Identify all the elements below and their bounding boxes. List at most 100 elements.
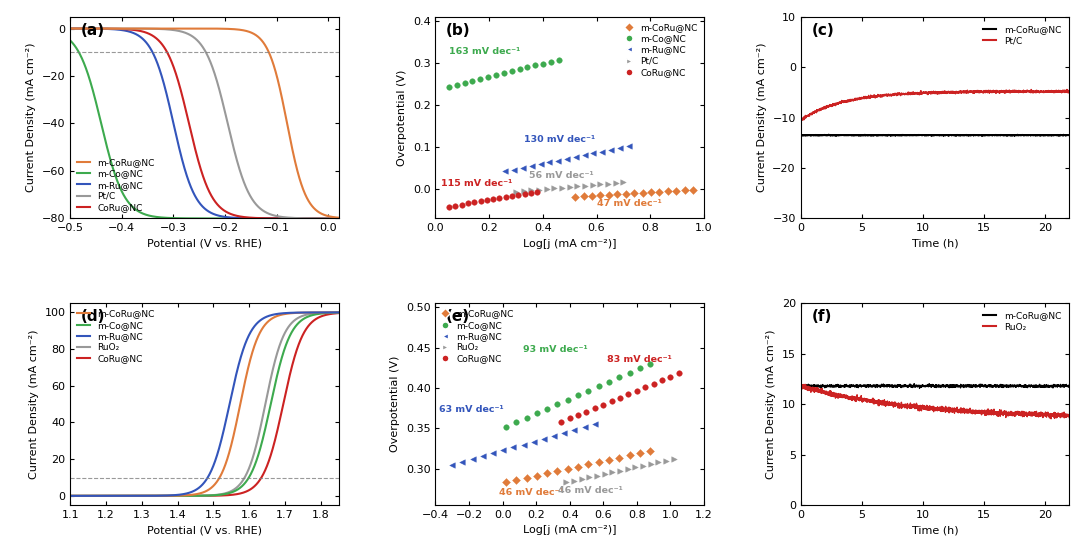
- Point: [595, 400, 612, 409]
- Point: [619, 465, 636, 473]
- X-axis label: Potential (V vs. RHE): Potential (V vs. RHE): [147, 239, 262, 249]
- Text: 83 mV dec⁻¹: 83 mV dec⁻¹: [607, 355, 672, 364]
- m-Ru@NC: [187, 190, 200, 196]
- Y-axis label: Overpotential (V): Overpotential (V): [397, 69, 407, 166]
- Point: [559, 465, 577, 473]
- m-Co@NC: [324, 215, 337, 222]
- Point: [472, 197, 489, 206]
- X-axis label: Log[j (mA cm⁻²)]: Log[j (mA cm⁻²)]: [523, 239, 617, 249]
- Point: [590, 458, 607, 467]
- Point: [444, 460, 461, 469]
- Y-axis label: Current Density (mA cm⁻²): Current Density (mA cm⁻²): [26, 43, 37, 193]
- Point: [515, 186, 532, 195]
- Point: [621, 451, 638, 460]
- Point: [659, 187, 676, 196]
- Point: [528, 471, 545, 480]
- Point: [642, 447, 659, 456]
- Point: [629, 386, 646, 395]
- Pt/C: [194, 41, 207, 48]
- Point: [607, 179, 624, 188]
- Point: [508, 187, 525, 196]
- Text: 63 mV dec⁻¹: 63 mV dec⁻¹: [438, 405, 503, 414]
- Text: 115 mV dec⁻¹: 115 mV dec⁻¹: [441, 179, 512, 188]
- Point: [562, 414, 579, 423]
- Point: [685, 185, 702, 194]
- Point: [528, 409, 545, 418]
- Point: [603, 397, 620, 406]
- Pt/C: [324, 215, 337, 222]
- Point: [645, 380, 662, 388]
- Point: [567, 153, 584, 162]
- Pt/C: [64, 25, 77, 32]
- Point: [559, 395, 577, 404]
- Point: [575, 191, 592, 200]
- Point: [651, 188, 669, 196]
- Point: [539, 469, 556, 478]
- Pt/C: [333, 215, 346, 222]
- Point: [542, 57, 559, 66]
- Point: [600, 456, 618, 465]
- Point: [632, 449, 649, 458]
- Point: [545, 431, 563, 440]
- Point: [480, 73, 497, 82]
- Line: m-Co@NC: m-Co@NC: [70, 41, 339, 219]
- Point: [634, 461, 651, 470]
- Point: [569, 462, 586, 471]
- Point: [576, 423, 593, 432]
- m-CoRu@NC: [275, 93, 288, 100]
- Point: [503, 191, 521, 200]
- Point: [511, 65, 528, 74]
- Legend: m-CoRu@NC, Pt/C: m-CoRu@NC, Pt/C: [980, 21, 1065, 49]
- Point: [504, 443, 522, 452]
- m-Co@NC: [78, 60, 91, 67]
- m-Co@NC: [64, 37, 77, 44]
- m-CoRu@NC: [194, 25, 207, 32]
- Point: [515, 440, 532, 449]
- Point: [617, 189, 634, 198]
- m-Co@NC: [333, 215, 346, 222]
- Point: [556, 428, 573, 437]
- m-Ru@NC: [324, 215, 337, 222]
- Point: [596, 470, 613, 478]
- Point: [459, 199, 476, 208]
- Point: [523, 162, 540, 170]
- Point: [525, 437, 542, 446]
- Point: [497, 193, 514, 201]
- Point: [621, 369, 638, 377]
- Text: (e): (e): [446, 309, 470, 324]
- Point: [518, 63, 536, 72]
- Point: [634, 188, 651, 197]
- Point: [454, 457, 471, 466]
- Y-axis label: Current Density (mA cm⁻²): Current Density (mA cm⁻²): [29, 329, 39, 479]
- Text: (b): (b): [446, 23, 471, 38]
- Point: [636, 383, 653, 392]
- Point: [632, 364, 649, 373]
- Point: [611, 393, 629, 402]
- Line: m-Ru@NC: m-Ru@NC: [70, 28, 339, 219]
- Point: [516, 189, 534, 198]
- Point: [538, 184, 555, 193]
- Point: [484, 448, 501, 457]
- Text: 163 mV dec⁻¹: 163 mV dec⁻¹: [449, 48, 521, 57]
- Line: CoRu@NC: CoRu@NC: [70, 28, 339, 219]
- Point: [643, 188, 660, 196]
- Point: [566, 426, 583, 435]
- Point: [518, 413, 536, 422]
- Point: [529, 187, 546, 196]
- Text: 130 mV dec⁻¹: 130 mV dec⁻¹: [524, 134, 595, 144]
- Point: [441, 202, 458, 211]
- Point: [600, 377, 618, 386]
- CoRu@NC: [64, 25, 77, 32]
- Point: [609, 190, 626, 199]
- Point: [536, 435, 553, 443]
- Point: [505, 165, 523, 174]
- Pt/C: [187, 34, 200, 41]
- Point: [453, 200, 470, 209]
- m-Co@NC: [275, 215, 288, 222]
- Point: [604, 468, 621, 477]
- Point: [610, 453, 627, 462]
- Point: [676, 186, 693, 195]
- Point: [569, 391, 586, 400]
- m-Ru@NC: [78, 25, 91, 32]
- CoRu@NC: [275, 215, 288, 222]
